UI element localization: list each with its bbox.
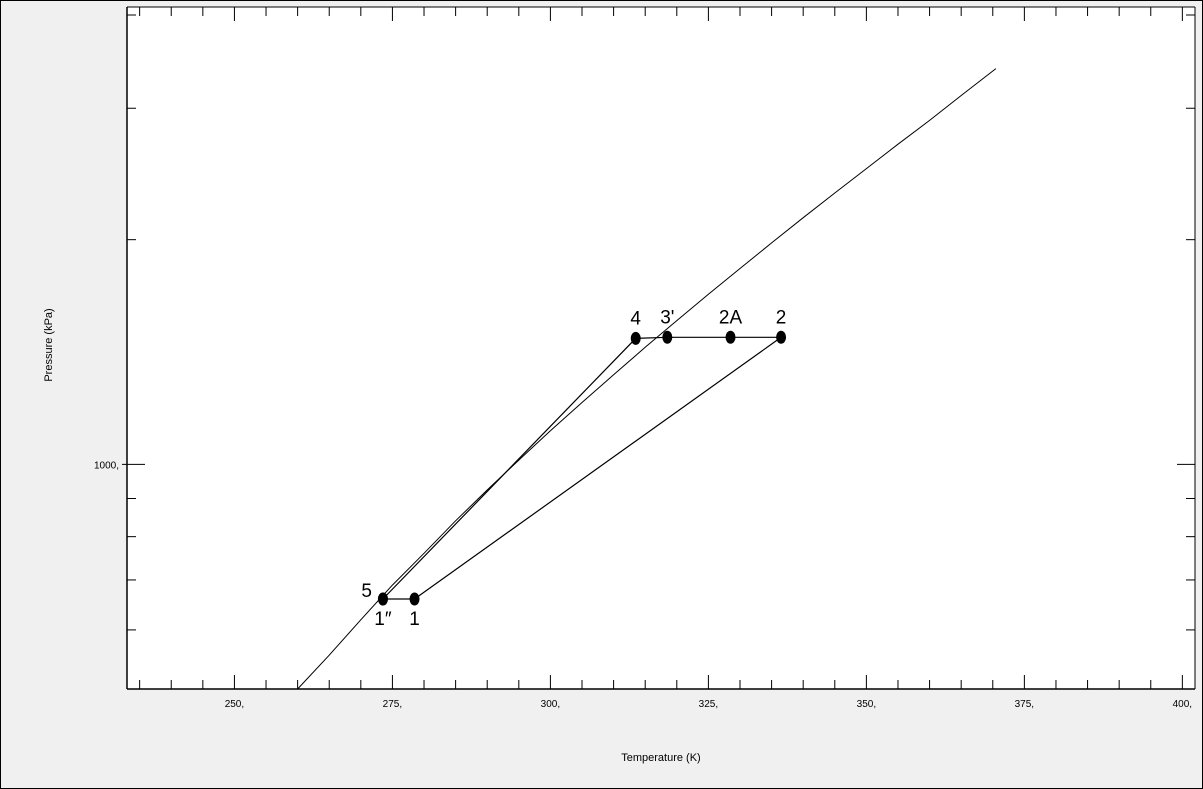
x-tick-label: 375, [1015, 699, 1034, 710]
x-tick-label: 250, [225, 699, 244, 710]
saturation-curve-line [297, 68, 997, 690]
cycle-point-label: 2 [776, 307, 787, 328]
cycle-point-label: 2A [719, 307, 743, 328]
cycle-point-4 [630, 331, 641, 345]
cycle-point-2A [725, 330, 736, 344]
axis-ticks: 250, 275, 300, 325, 350, 375, 400, 1000, [94, 6, 1196, 710]
x-tick-label: 325, [699, 699, 718, 710]
cycle-point-2 [776, 330, 787, 344]
x-tick-label: 400, [1173, 699, 1192, 710]
y-axis-title: Pressure (kPa) [43, 308, 55, 381]
x-tick-label: 350, [857, 699, 876, 710]
cycle-point-label: 3' [660, 307, 674, 328]
cycle-point-label: 1 [409, 609, 420, 630]
x-tick-label: 300, [541, 699, 560, 710]
cycle-point-1 [409, 592, 420, 606]
saturation-curve [297, 68, 997, 690]
cycle-points: 1 2 2A 3' 4 51″ [361, 307, 786, 630]
plot-area [127, 7, 1195, 689]
cycle-point-label: 1″ [374, 609, 392, 630]
x-tick-label: 275, [383, 699, 402, 710]
cycle-point-label: 5 [361, 581, 372, 602]
x-axis-title: Temperature (K) [621, 752, 700, 764]
cycle-point-3' [662, 330, 673, 344]
cycle-point-1″ [377, 592, 388, 606]
cycle-point-label: 4 [630, 308, 641, 329]
y-tick-label: 1000, [94, 460, 119, 471]
